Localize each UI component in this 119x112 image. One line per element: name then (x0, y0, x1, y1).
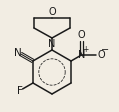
Text: +: + (82, 44, 89, 54)
Text: N: N (48, 39, 56, 49)
Text: O: O (97, 50, 105, 60)
Text: F: F (17, 85, 23, 96)
Text: O: O (48, 7, 56, 17)
Text: N: N (78, 50, 85, 60)
Text: O: O (78, 30, 85, 40)
Text: N: N (14, 47, 22, 57)
Text: −: − (101, 45, 109, 55)
